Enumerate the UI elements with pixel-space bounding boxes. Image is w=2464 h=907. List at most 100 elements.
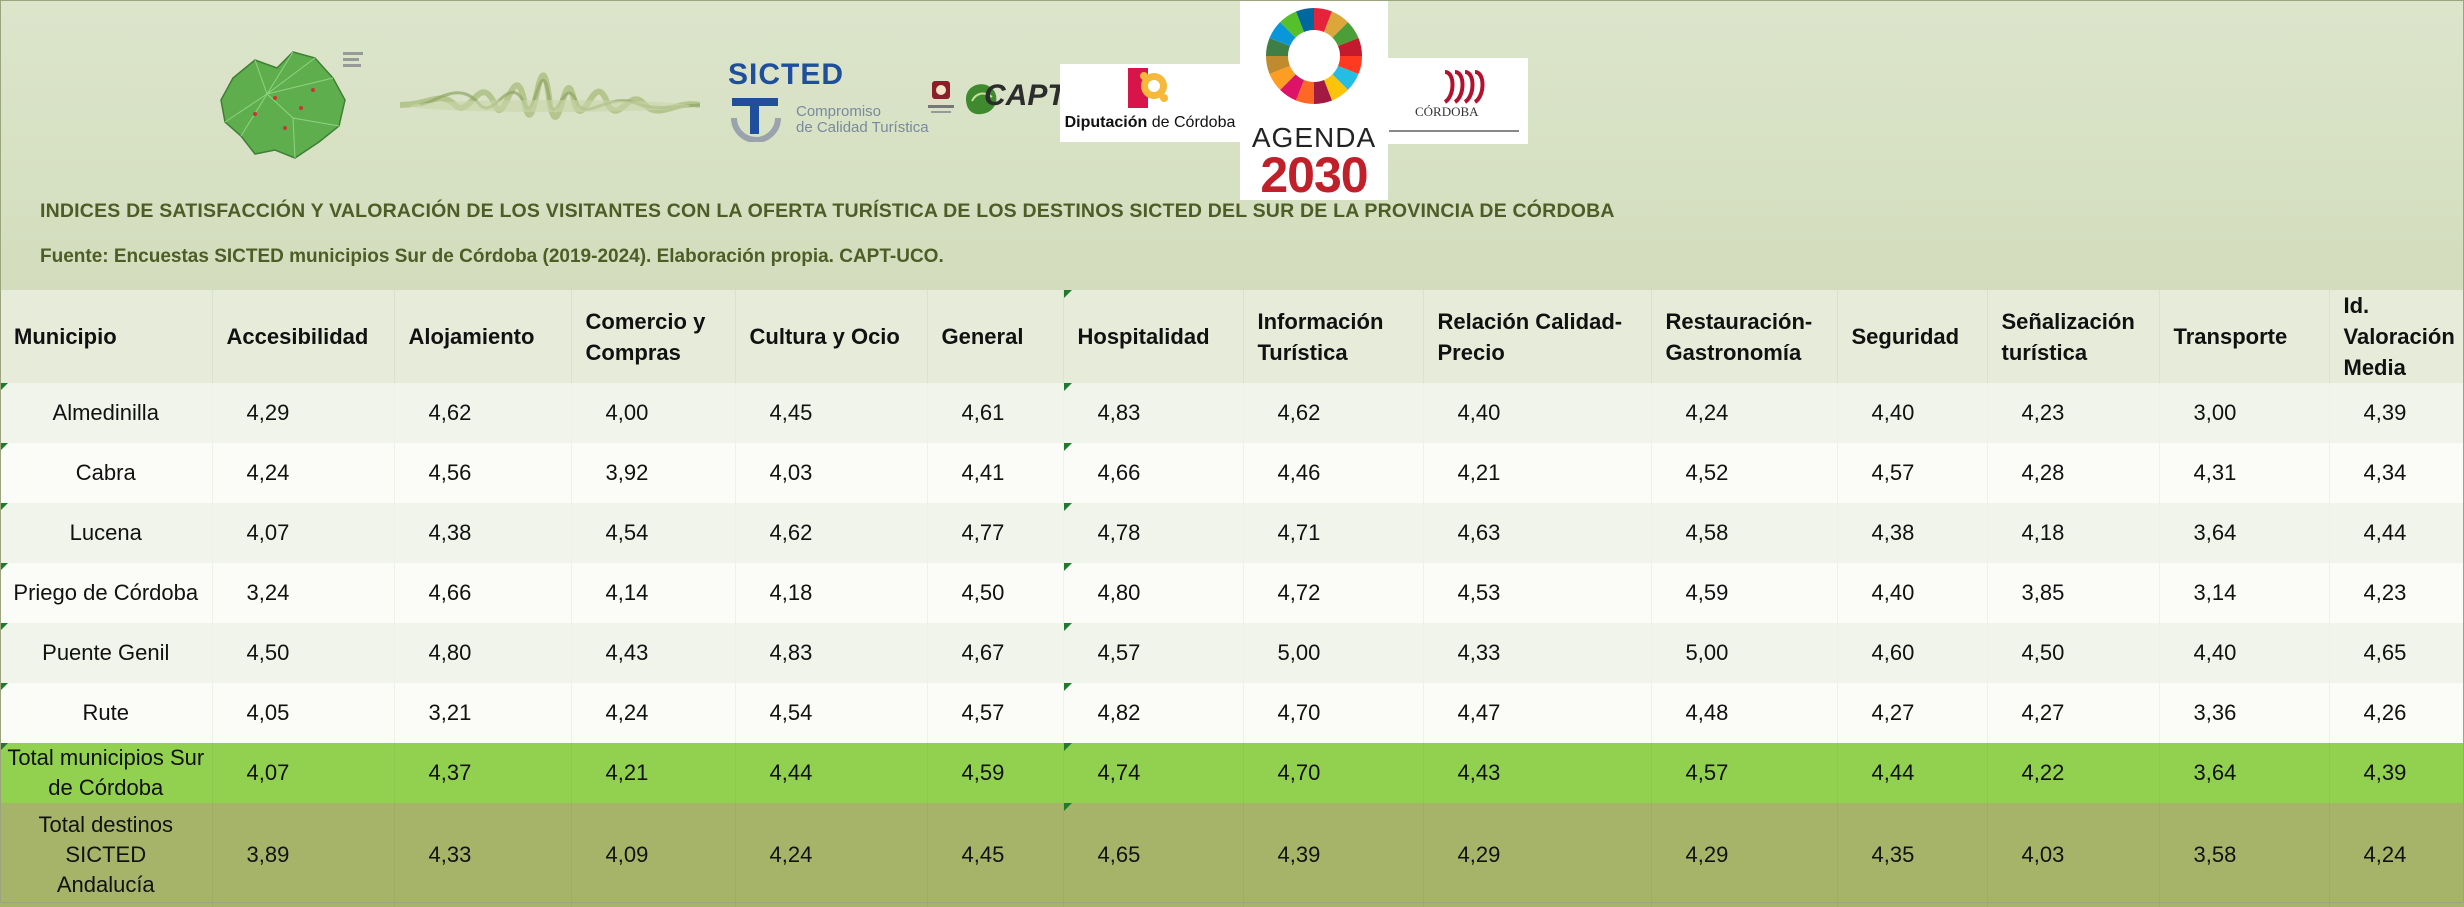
table-header-row: Municipio Accesibilidad Alojamiento Come… — [0, 290, 2464, 383]
value-cell: 3,58 — [2159, 803, 2330, 907]
value-cell: 4,62 — [735, 503, 928, 563]
cordoba-logo: CÓRDOBA — [1385, 58, 1528, 144]
value-cell: 4,28 — [1987, 443, 2160, 503]
value-cell: 4,50 — [212, 623, 395, 683]
value-cell: 3,00 — [2159, 383, 2330, 443]
value-cell: 4,80 — [394, 623, 572, 683]
value-cell: 4,24 — [735, 803, 928, 907]
column-header: Comercio y Compras — [571, 290, 736, 383]
value-cell: 4,74 — [1063, 743, 1244, 803]
value-cell: 4,39 — [2329, 743, 2464, 803]
table-row: Puente Genil 4,50 4,80 4,43 4,83 4,67 4,… — [0, 623, 2464, 683]
value-cell: 4,83 — [735, 623, 928, 683]
value-cell: 4,24 — [2329, 803, 2464, 907]
value-cell: 4,61 — [927, 383, 1064, 443]
sicted-logo-subtitle: Compromiso de Calidad Turística — [796, 103, 929, 136]
value-cell: 4,72 — [1243, 563, 1424, 623]
value-cell: 4,57 — [1837, 443, 1988, 503]
value-cell: 4,21 — [571, 743, 736, 803]
table-row: Priego de Córdoba 3,24 4,66 4,14 4,18 4,… — [0, 563, 2464, 623]
value-cell: 4,70 — [1243, 743, 1424, 803]
value-cell: 4,39 — [2329, 383, 2464, 443]
value-cell: 3,92 — [571, 443, 736, 503]
value-cell: 4,29 — [1651, 803, 1838, 907]
value-cell: 4,38 — [1837, 503, 1988, 563]
value-cell: 4,83 — [1063, 383, 1244, 443]
column-header: General — [927, 290, 1064, 383]
value-cell: 4,07 — [212, 503, 395, 563]
value-cell: 3,36 — [2159, 683, 2330, 743]
sicted-logo-text: SICTED — [728, 58, 845, 91]
column-header: Id. Valoración Media — [2329, 290, 2464, 383]
value-cell: 4,27 — [1987, 683, 2160, 743]
value-cell: 3,89 — [212, 803, 395, 907]
value-cell: 3,21 — [394, 683, 572, 743]
report-source: Fuente: Encuestas SICTED municipios Sur … — [40, 246, 944, 267]
column-header: Relación Calidad-Precio — [1423, 290, 1652, 383]
report-title: INDICES DE SATISFACCIÓN Y VALORACIÓN DE … — [40, 200, 1615, 222]
value-cell: 4,70 — [1243, 683, 1424, 743]
value-cell: 4,62 — [394, 383, 572, 443]
value-cell: 4,24 — [1651, 383, 1838, 443]
value-cell: 4,78 — [1063, 503, 1244, 563]
value-cell: 4,57 — [1063, 623, 1244, 683]
value-cell: 4,23 — [2329, 563, 2464, 623]
value-cell: 4,21 — [1423, 443, 1652, 503]
value-cell: 4,40 — [1837, 383, 1988, 443]
value-cell: 4,50 — [1987, 623, 2160, 683]
column-header: Municipio — [0, 290, 213, 383]
value-cell: 4,18 — [735, 563, 928, 623]
value-cell: 4,29 — [212, 383, 395, 443]
municipio-cell: Priego de Córdoba — [0, 563, 213, 623]
agenda-logo-year: 2030 — [1260, 147, 1368, 203]
value-cell: 4,40 — [1423, 383, 1652, 443]
value-cell: 4,45 — [735, 383, 928, 443]
cordoba-logo-text: CÓRDOBA — [1415, 104, 1479, 119]
value-cell: 4,52 — [1651, 443, 1838, 503]
municipio-cell: Almedinilla — [0, 383, 213, 443]
value-cell: 3,64 — [2159, 503, 2330, 563]
value-cell: 4,24 — [571, 683, 736, 743]
value-cell: 4,45 — [927, 803, 1064, 907]
value-cell: 3,14 — [2159, 563, 2330, 623]
value-cell: 4,56 — [394, 443, 572, 503]
value-cell: 4,26 — [2329, 683, 2464, 743]
column-header: Cultura y Ocio — [735, 290, 928, 383]
value-cell: 4,54 — [735, 683, 928, 743]
value-cell: 4,07 — [212, 743, 395, 803]
value-cell: 4,29 — [1423, 803, 1652, 907]
municipio-cell: Rute — [0, 683, 213, 743]
column-header: Información Turística — [1243, 290, 1424, 383]
value-cell: 4,05 — [212, 683, 395, 743]
diputacion-logo-text: Diputación de Córdoba — [1064, 114, 1236, 131]
value-cell: 4,38 — [394, 503, 572, 563]
table-row: Lucena 4,07 4,38 4,54 4,62 4,77 4,78 4,7… — [0, 503, 2464, 563]
column-header: Restauración-Gastronomía — [1651, 290, 1838, 383]
value-cell: 4,44 — [1837, 743, 1988, 803]
satisfaction-table: Municipio Accesibilidad Alojamiento Come… — [0, 290, 2464, 907]
value-cell: 4,62 — [1243, 383, 1424, 443]
municipio-cell: Puente Genil — [0, 623, 213, 683]
municipio-cell: Cabra — [0, 443, 213, 503]
value-cell: 5,00 — [1651, 623, 1838, 683]
value-cell: 4,41 — [927, 443, 1064, 503]
value-cell: 4,24 — [212, 443, 395, 503]
column-header: Accesibilidad — [212, 290, 395, 383]
value-cell: 4,77 — [927, 503, 1064, 563]
value-cell: 4,40 — [1837, 563, 1988, 623]
column-header: Hospitalidad — [1063, 290, 1244, 383]
table-row: Cabra 4,24 4,56 3,92 4,03 4,41 4,66 4,46… — [0, 443, 2464, 503]
table-row: Almedinilla 4,29 4,62 4,00 4,45 4,61 4,8… — [0, 383, 2464, 443]
value-cell: 4,03 — [735, 443, 928, 503]
value-cell: 4,54 — [571, 503, 736, 563]
value-cell: 4,33 — [394, 803, 572, 907]
value-cell: 4,43 — [1423, 743, 1652, 803]
cordoba-logo-rule — [1389, 130, 1519, 132]
waveform-logo — [399, 10, 701, 160]
column-header: Señalización turística — [1987, 290, 2160, 383]
value-cell: 4,14 — [571, 563, 736, 623]
value-cell: 4,58 — [1651, 503, 1838, 563]
value-cell: 4,65 — [2329, 623, 2464, 683]
column-header: Seguridad — [1837, 290, 1988, 383]
